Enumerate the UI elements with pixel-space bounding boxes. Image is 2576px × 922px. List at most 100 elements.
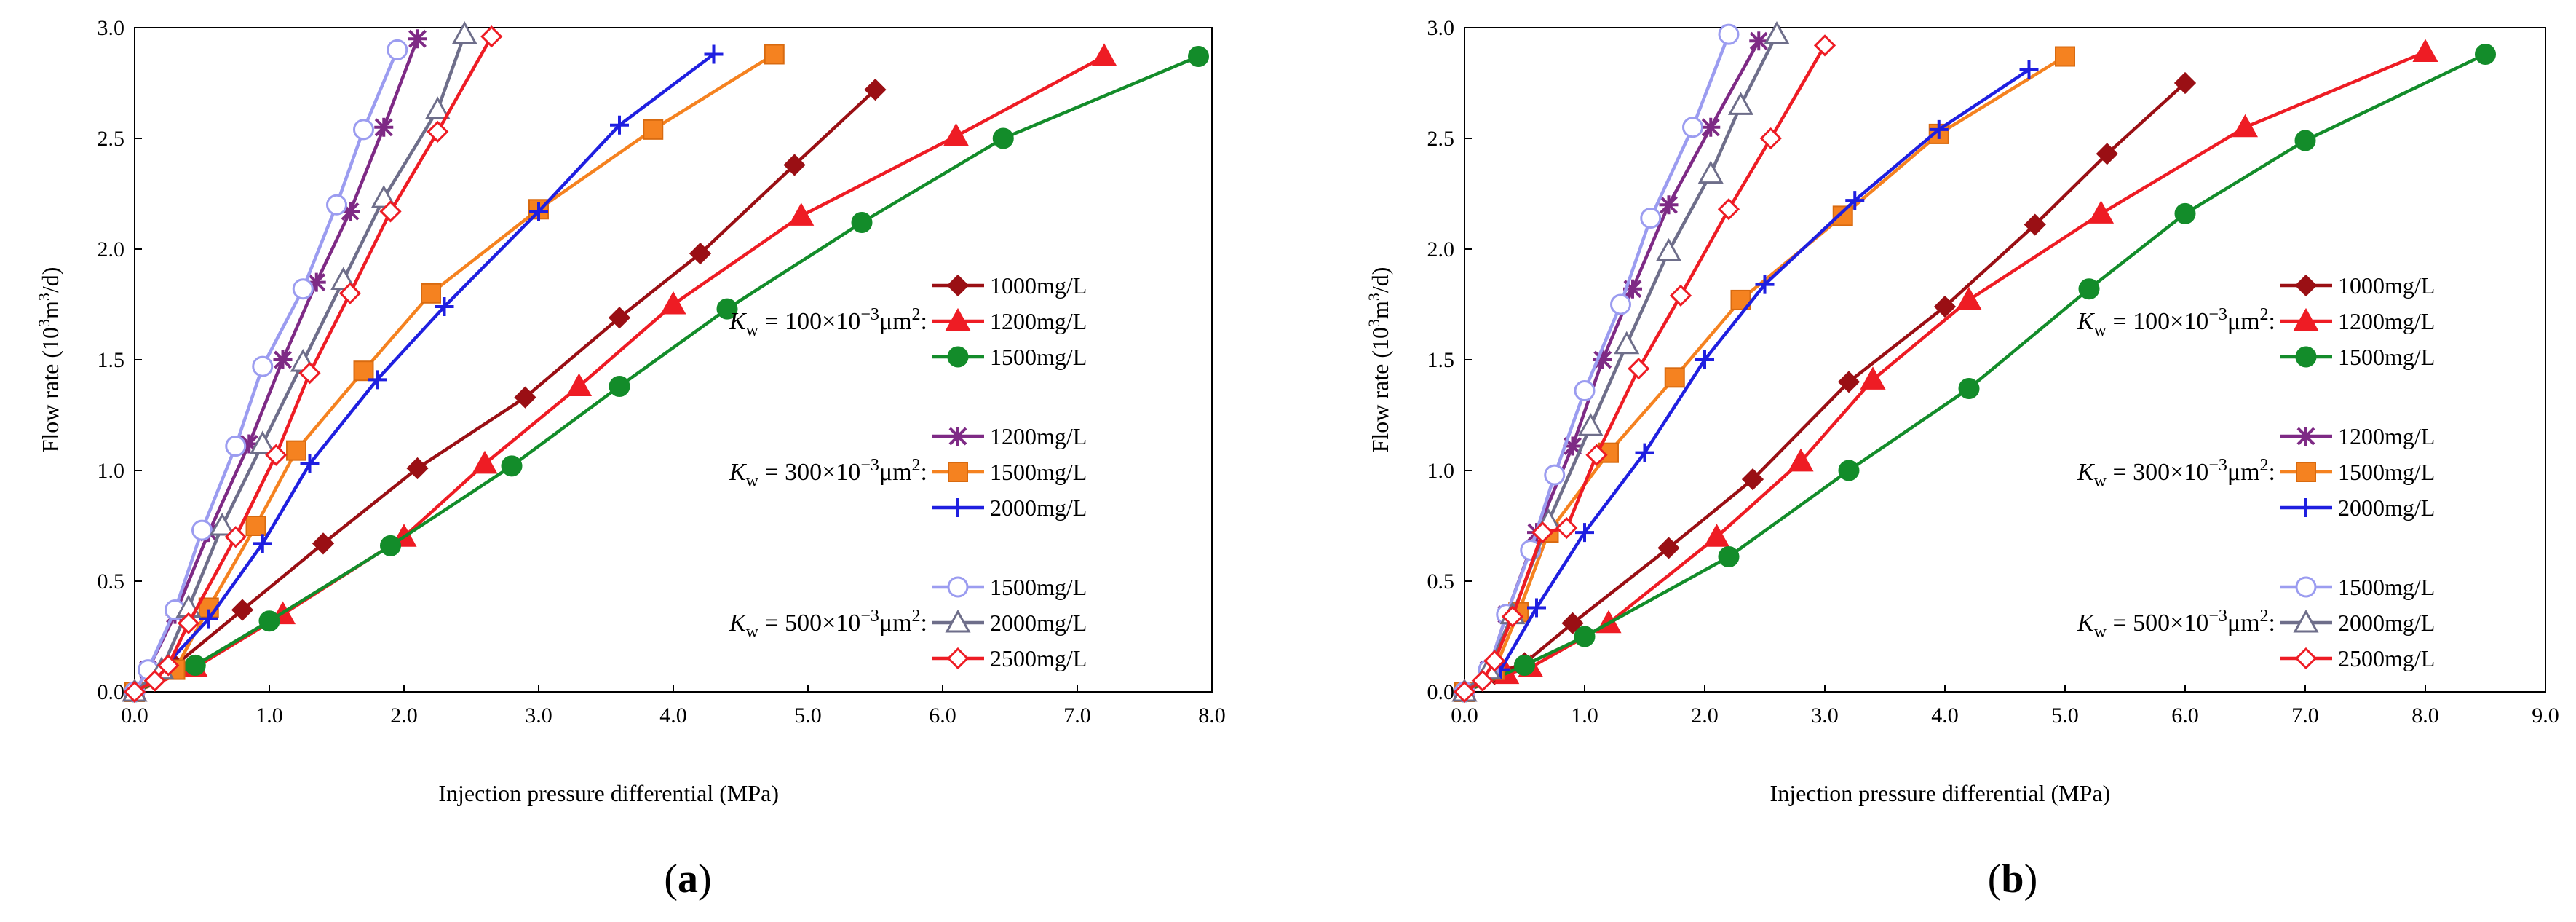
data-point [643,119,664,140]
data-point [353,360,374,382]
data-point [1929,119,1949,139]
data-point [1958,378,1980,400]
data-point [1838,460,1860,481]
data-point [224,526,247,548]
legend-group-label: Kw = 100×10−3μm2: [2077,305,2275,340]
data-point [1717,198,1740,221]
y-tick-label: 2.0 [98,237,125,261]
data-point [298,362,321,385]
data-point [610,115,629,135]
data-point [427,120,449,143]
data-point [1664,367,1685,388]
data-point [472,450,498,474]
data-point [250,430,276,454]
x-tick-label: 3.0 [525,704,552,728]
y-tick-label: 0.5 [1427,570,1455,594]
series-line [1463,68,2030,693]
series-line [1464,52,2486,694]
data-point [258,610,280,632]
series-line [133,49,399,693]
series-2500mg-L-g2 [1453,34,1836,704]
legend-label: 2000mg/L [2338,610,2435,636]
data-point [1635,443,1654,462]
data-point [1703,524,1730,547]
data-point [1091,43,1117,67]
data-point [1657,537,1680,559]
legend-swatch-marker [947,576,969,598]
y-tick-label: 1.0 [1427,459,1455,483]
data-point [529,202,548,221]
data-point [374,117,394,137]
legend-label: 1000mg/L [990,272,1087,299]
chart-panel-b: 0.0 1.0 2.0 3.0 4.0 5.0 6.0 7.0 8.0 9.0 0.0 0.5 1.0 1… [1365,16,2559,902]
data-point [451,21,477,44]
legend-swatch-marker [2293,609,2319,633]
x-tick-label: 9.0 [2532,704,2559,728]
data-point [225,436,247,457]
data-point [1563,436,1582,456]
legend-swatch-marker [945,609,971,633]
data-point [788,202,815,226]
data-point [1682,117,1703,138]
y-tick-label: 2.0 [1427,237,1455,261]
legend-label: 1500mg/L [990,344,1087,370]
series-line [133,34,467,693]
x-tick-label: 5.0 [2051,704,2079,728]
data-point [783,154,806,176]
data-point [609,375,630,397]
legend-label: 1500mg/L [990,459,1087,485]
x-tick-label: 7.0 [2291,704,2319,728]
data-point [1741,468,1764,491]
legend-swatch-marker [946,647,970,670]
data-point [292,278,314,300]
data-point [341,202,360,221]
x-tick-label: 4.0 [1931,704,1959,728]
legend-swatch-marker [948,462,968,482]
y-tick-label: 0.5 [98,570,125,594]
data-point [1574,626,1596,647]
y-tick-label: 2.5 [1427,127,1455,151]
data-point [265,444,288,466]
x-tick-label: 8.0 [2411,704,2439,728]
legend-swatch-marker [2296,427,2315,446]
data-point [1614,331,1640,355]
y-tick-label: 1.5 [1427,348,1455,372]
y-axis-title: Flow rate (103m3/d) [35,267,63,453]
legend-swatch-marker [2294,274,2318,297]
legend-label: 1500mg/L [2338,459,2435,485]
x-tick-label: 2.0 [390,704,418,728]
data-point [1640,207,1662,229]
data-point [608,307,631,329]
y-tick-label: 1.5 [98,348,125,372]
data-point [406,457,429,480]
data-point [1860,366,1886,390]
data-point [1574,380,1596,402]
data-point [704,44,724,64]
data-point [1514,655,1535,677]
data-point [1623,279,1642,299]
data-point [943,122,970,146]
data-point [1659,195,1679,215]
legend-label: 2000mg/L [990,610,1087,636]
data-point [286,440,306,461]
data-point [716,298,738,320]
data-point [199,609,218,629]
data-point [1718,23,1740,45]
data-point [435,297,454,317]
data-point [157,654,180,677]
data-point [2024,213,2046,236]
data-point [408,29,427,49]
data-point [1695,350,1714,369]
data-point [2232,114,2259,138]
data-point [1501,605,1524,628]
x-tick-label: 1.0 [1571,704,1598,728]
data-point [2174,202,2196,224]
data-point [1788,448,1814,472]
data-point [209,512,235,536]
data-point [239,434,259,454]
data-point [306,272,326,292]
data-point [312,532,335,555]
legend-swatch-marker [2295,346,2317,368]
data-point [1697,160,1724,184]
data-point [424,96,451,119]
